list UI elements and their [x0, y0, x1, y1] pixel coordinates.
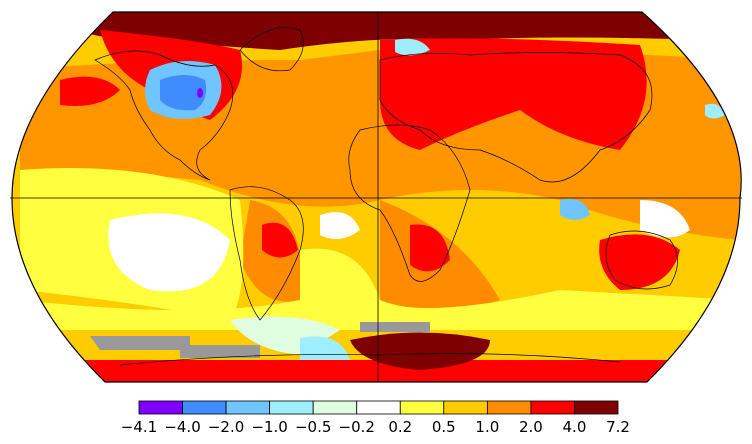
- legend-swatch: [182, 400, 227, 415]
- legend-swatch: [486, 400, 532, 415]
- anomaly-region: [197, 88, 203, 98]
- anomaly-region: [705, 103, 725, 119]
- anomaly-region: [160, 75, 207, 111]
- legend-tick-label: −1.0: [251, 418, 287, 436]
- legend-swatch: [312, 400, 358, 415]
- legend-swatch: [269, 400, 314, 415]
- anomaly-region: [320, 212, 360, 239]
- legend-tick-label: −4.0: [164, 418, 200, 436]
- anomaly-region: [560, 199, 590, 220]
- anomaly-region: [20, 248, 740, 330]
- anomaly-region: [395, 38, 430, 56]
- legend-tick-label: 4.0: [563, 418, 587, 436]
- legend-tick-label: 0.5: [432, 418, 456, 436]
- legend-tick-labels: −4.1 −4.0 −2.0 −1.0 −0.5 −0.2 0.2 0.5 1.0 2.0 4.0 7…: [121, 418, 630, 436]
- legend-swatch: [399, 400, 445, 415]
- legend-tick-label: 2.0: [519, 418, 543, 436]
- legend-tick-label: −4.1: [121, 418, 157, 436]
- globe-outline: [11, 11, 742, 383]
- anomaly-region: [108, 213, 230, 292]
- coastlines: [94, 27, 678, 366]
- legend-tick-label: −0.2: [339, 418, 375, 436]
- anomaly-region: [640, 200, 690, 238]
- legend-swatch: [225, 400, 271, 415]
- missing-data-region: [360, 322, 430, 332]
- temperature-anomaly-map: [10, 11, 742, 383]
- missing-data-region: [90, 336, 260, 358]
- anomaly-region: [350, 332, 490, 370]
- legend-swatch: [138, 400, 183, 415]
- anomaly-field: [12, 12, 742, 382]
- anomaly-region: [599, 234, 680, 290]
- legend-tick-label: −0.5: [295, 418, 331, 436]
- anomaly-region: [262, 222, 298, 258]
- anomaly-region: [20, 360, 740, 382]
- legend-tick-label: 1.0: [475, 418, 499, 436]
- anomaly-region: [410, 224, 450, 272]
- legend-swatch: [443, 400, 488, 415]
- anomaly-region: [380, 38, 647, 151]
- legend-swatch: [356, 400, 401, 415]
- anomaly-region: [60, 76, 120, 106]
- legend-tick-label: 7.2: [606, 418, 630, 436]
- legend-tick-label: 0.2: [388, 418, 412, 436]
- legend-swatch: [530, 400, 575, 415]
- legend-swatches: [138, 400, 619, 415]
- legend-swatch: [574, 400, 619, 415]
- legend-tick-label: −2.0: [208, 418, 244, 436]
